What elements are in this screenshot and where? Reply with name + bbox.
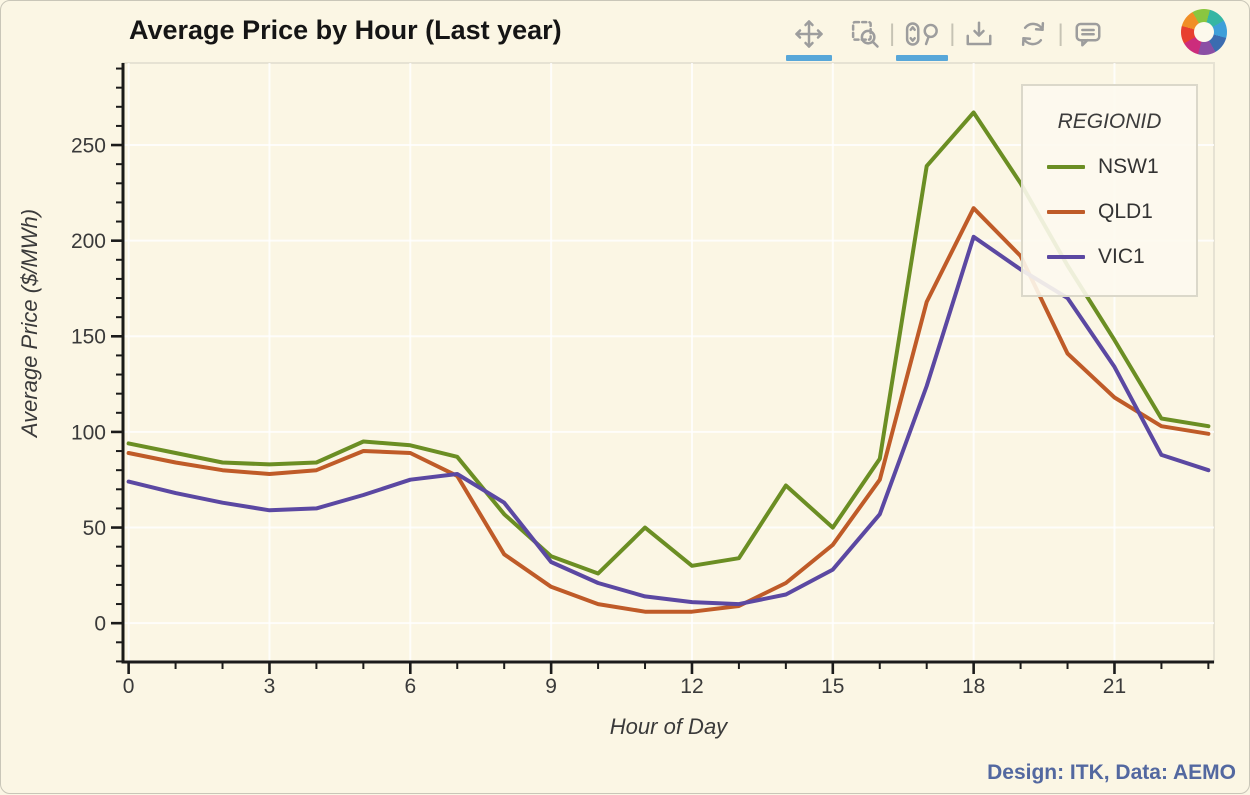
toolbar-separator: |	[1057, 20, 1064, 47]
svg-text:3: 3	[264, 675, 276, 698]
svg-text:15: 15	[821, 675, 844, 698]
legend-title: REGIONID	[1057, 110, 1162, 133]
legend: REGIONID NSW1 QLD1 VIC1	[1021, 84, 1198, 297]
svg-text:50: 50	[83, 517, 106, 540]
svg-text:100: 100	[71, 421, 106, 444]
svg-text:Average Price ($/MWh): Average Price ($/MWh)	[17, 209, 42, 439]
legend-item-nsw1: NSW1	[1023, 155, 1196, 179]
svg-text:9: 9	[545, 675, 557, 698]
legend-swatch-qld1	[1047, 210, 1085, 214]
hover-tool-button[interactable]	[1073, 19, 1103, 49]
pan-icon	[795, 20, 823, 48]
svg-text:0: 0	[123, 675, 135, 698]
save-tool-button[interactable]	[964, 19, 994, 49]
svg-text:150: 150	[71, 326, 106, 349]
hover-icon	[1075, 22, 1101, 47]
box-zoom-tool-button[interactable]	[850, 19, 880, 49]
legend-swatch-nsw1	[1047, 165, 1085, 169]
legend-item-qld1: QLD1	[1023, 200, 1196, 224]
toolbar-separator: |	[889, 20, 896, 47]
page-title: Average Price by Hour (Last year)	[129, 15, 562, 45]
pan-tool-button[interactable]	[786, 19, 832, 61]
reset-icon	[1022, 22, 1045, 46]
legend-label: QLD1	[1098, 200, 1153, 223]
svg-text:0: 0	[94, 613, 106, 636]
box-zoom-icon	[851, 20, 879, 48]
svg-text:Hour of Day: Hour of Day	[610, 714, 729, 739]
wheel-zoom-tool-button[interactable]	[896, 19, 949, 61]
bokeh-logo[interactable]	[1181, 9, 1227, 55]
toolbar-separator: |	[949, 20, 956, 47]
svg-text:6: 6	[404, 675, 416, 698]
svg-text:200: 200	[71, 230, 106, 253]
legend-item-vic1: VIC1	[1023, 245, 1196, 269]
bokeh-toolbar: | | |	[786, 17, 1103, 61]
legend-label: VIC1	[1098, 245, 1145, 268]
svg-text:21: 21	[1103, 675, 1126, 698]
legend-label: NSW1	[1098, 155, 1159, 178]
save-icon	[966, 21, 992, 46]
credit-caption: Design: ITK, Data: AEMO	[987, 761, 1236, 784]
legend-swatch-vic1	[1047, 255, 1085, 259]
svg-text:250: 250	[71, 134, 106, 157]
svg-text:18: 18	[962, 675, 985, 698]
reset-tool-button[interactable]	[1018, 19, 1048, 49]
svg-text:12: 12	[680, 675, 703, 698]
wheel-zoom-icon	[906, 22, 939, 46]
